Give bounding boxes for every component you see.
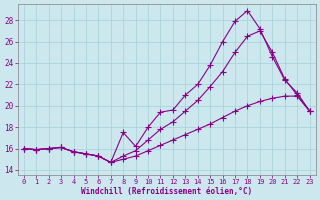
X-axis label: Windchill (Refroidissement éolien,°C): Windchill (Refroidissement éolien,°C) [81, 187, 252, 196]
